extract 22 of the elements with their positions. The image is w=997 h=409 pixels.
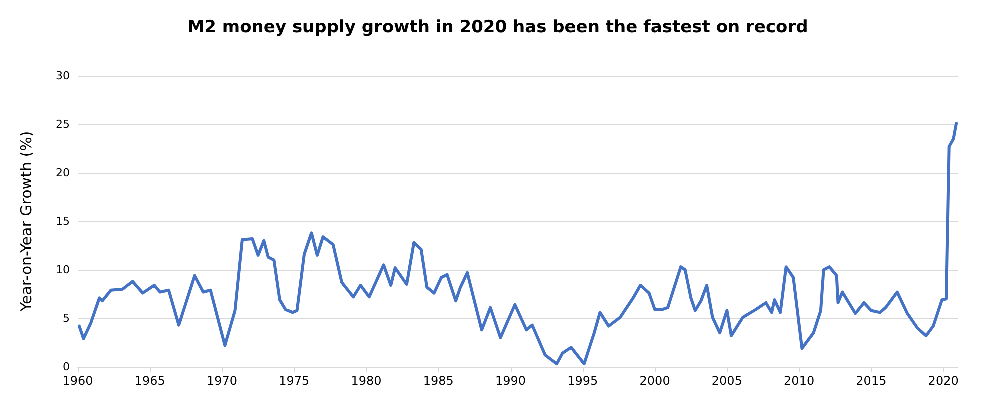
y-tick-label: 15: [56, 215, 70, 228]
x-tick-label: 2010: [784, 374, 815, 388]
x-tick-label: 1965: [134, 374, 166, 388]
y-tick-label: 30: [56, 70, 70, 82]
y-tick-label: 5: [63, 312, 70, 325]
x-tick-label: 1995: [568, 374, 598, 388]
x-tick-label: 2020: [928, 374, 959, 388]
x-tick-label: 1980: [351, 374, 382, 388]
x-tick-label: 2000: [640, 374, 670, 388]
y-tick-label: 20: [56, 166, 70, 180]
y-axis-title: Year-on-Year Growth (%): [18, 131, 36, 313]
x-tick-label: 1960: [62, 374, 94, 388]
y-tick-label: 10: [56, 264, 70, 276]
x-tick-label: 1970: [206, 374, 238, 388]
y-tick-label: 25: [56, 118, 70, 131]
y-tick-label: 0: [63, 360, 70, 374]
chart-title: M2 money supply growth in 2020 has been the fastest on record: [188, 18, 808, 38]
x-tick-label: 2015: [856, 374, 887, 388]
x-tick-label: 2005: [712, 374, 742, 388]
x-tick-label: 1985: [423, 374, 454, 388]
x-tick-label: 1990: [496, 374, 526, 388]
x-tick-label: 1975: [279, 374, 310, 388]
